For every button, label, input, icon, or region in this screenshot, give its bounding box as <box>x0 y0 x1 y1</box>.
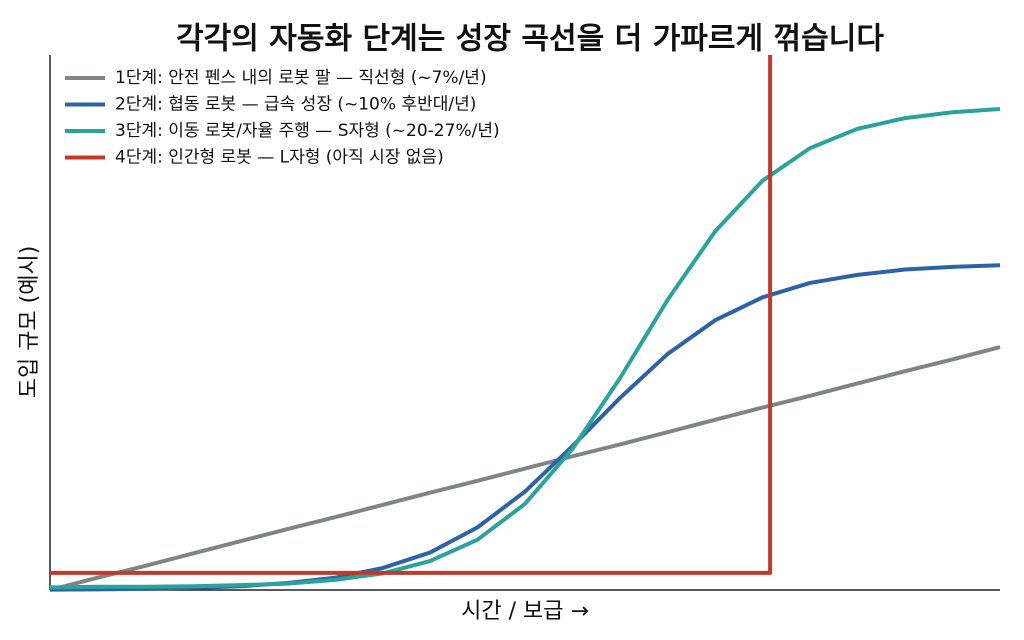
y-axis-label: 도입 규모 (예시) <box>17 246 42 399</box>
series-line <box>49 345 1001 592</box>
legend-label: 2단계: 협동 로봇 — 급속 성장 (~10% 후반대/년) <box>115 95 476 115</box>
series-line <box>49 263 1001 592</box>
x-axis-label: 시간 / 보급 → <box>461 599 589 624</box>
series-line <box>50 55 773 575</box>
series-line <box>49 107 1001 590</box>
legend-label: 1단계: 안전 펜스 내의 로봇 팔 — 직선형 (~7%/년) <box>115 68 487 88</box>
legend-label: 3단계: 이동 로봇/자율 주행 — S자형 (~20-27%/년) <box>115 121 500 141</box>
chart-title: 각각의 자동화 단계는 성장 곡선을 더 가파르게 꺾습니다 <box>176 22 884 57</box>
legend-label: 4단계: 인간형 로봇 — L자형 (아직 시장 없음) <box>115 148 444 168</box>
